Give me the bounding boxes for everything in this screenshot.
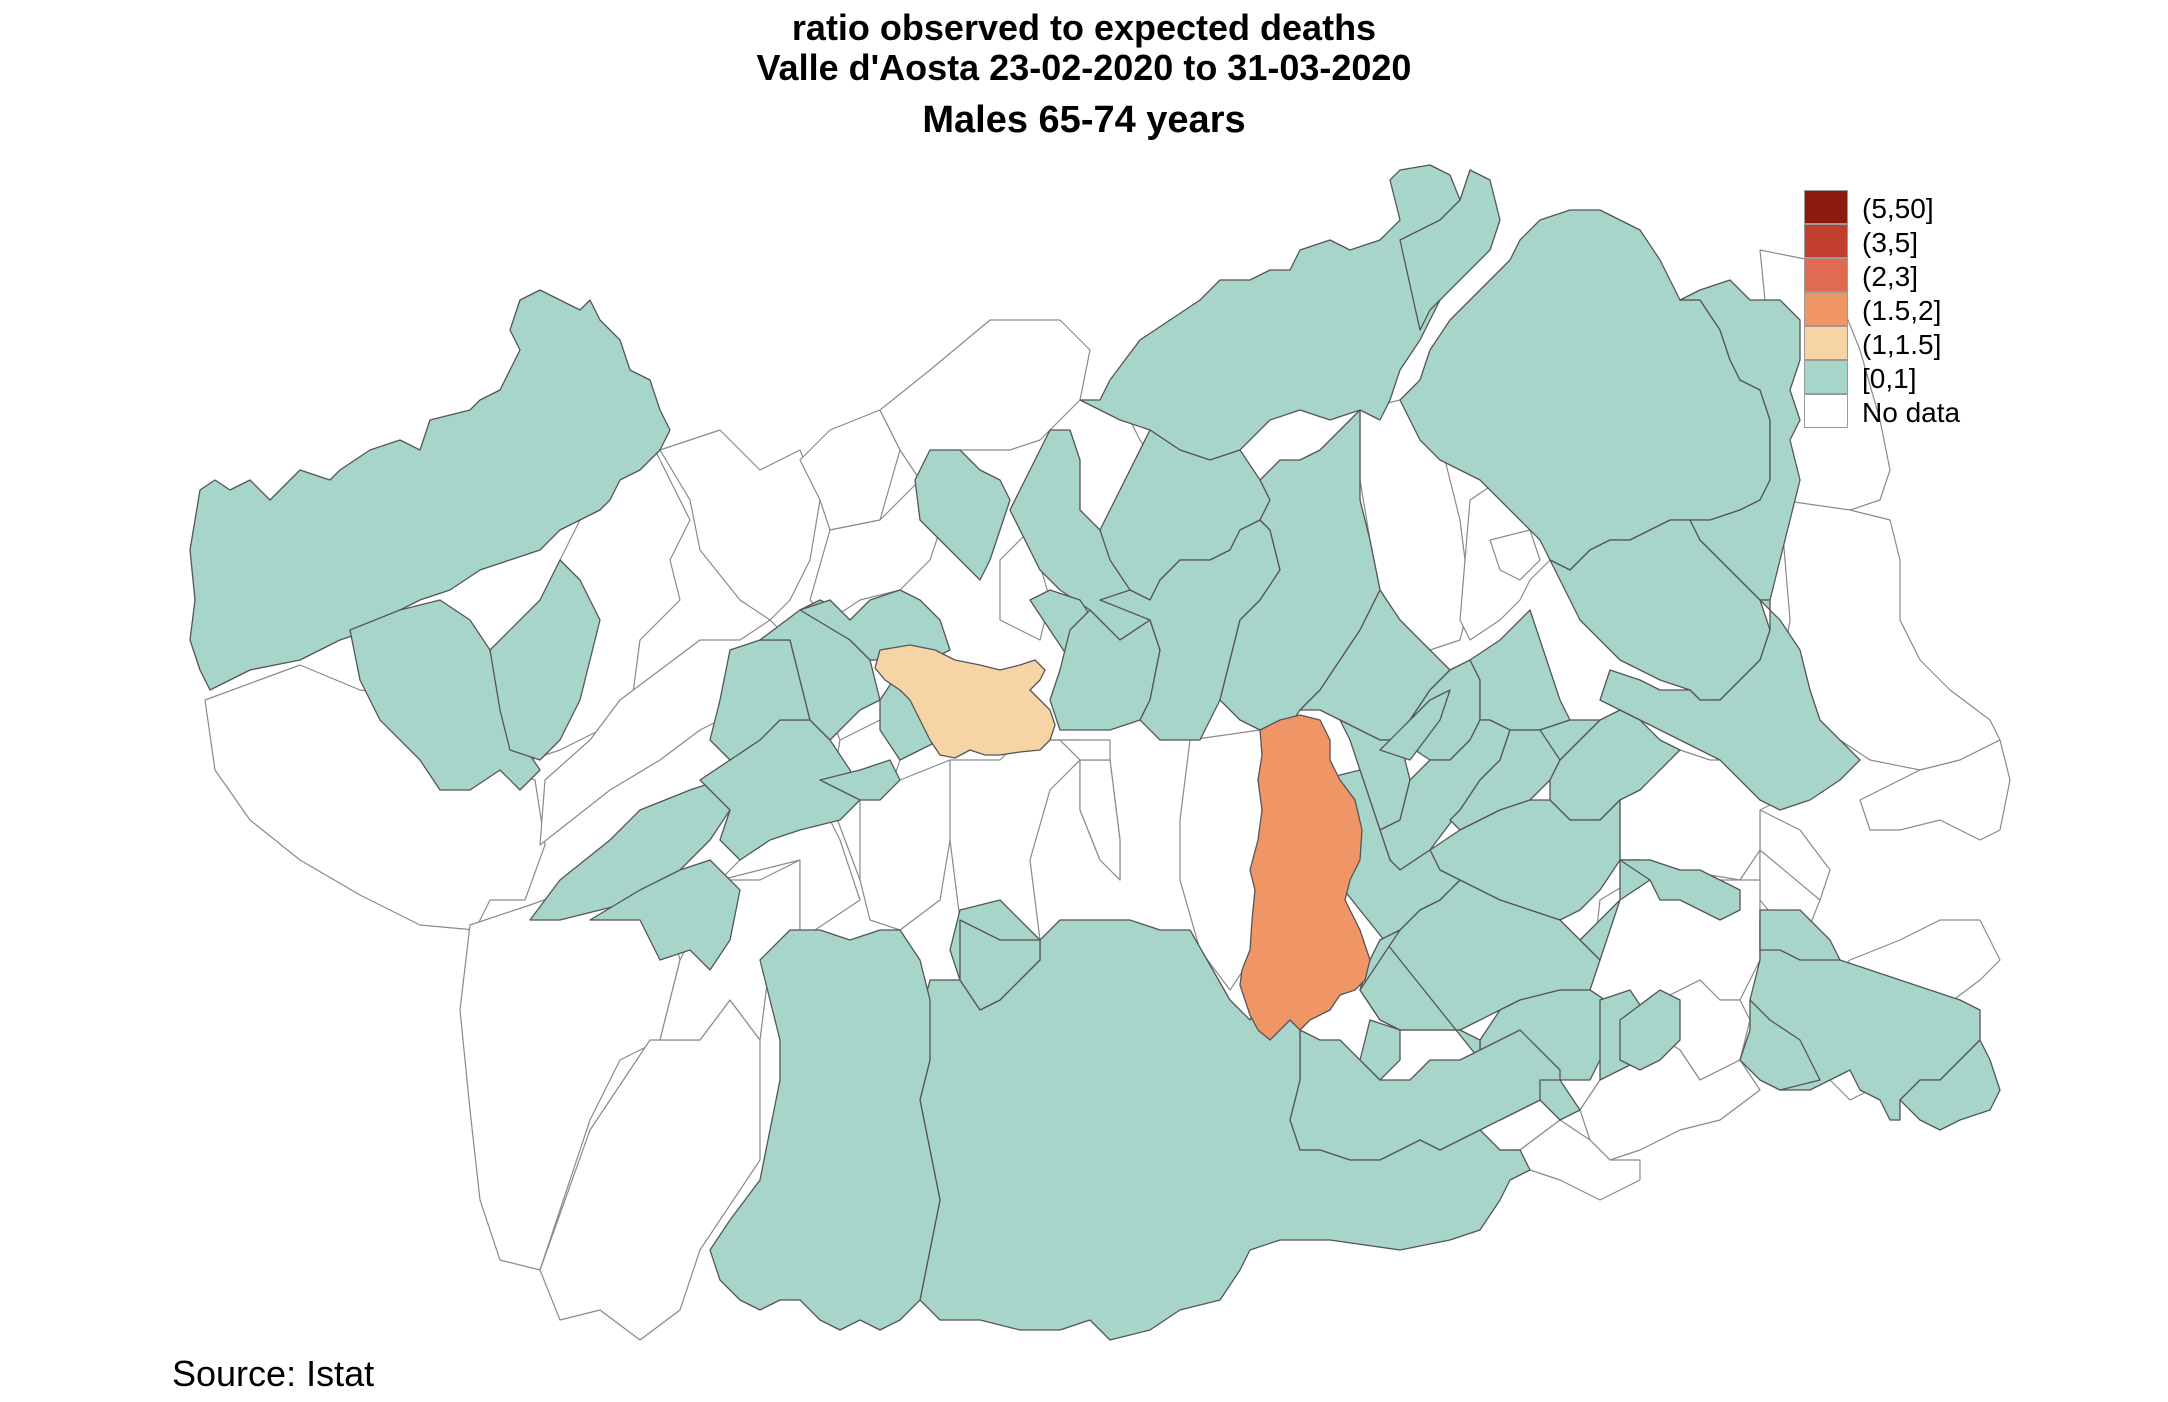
municipality xyxy=(1359,1019,1401,1081)
municipalities-low xyxy=(189,164,2001,1341)
municipality xyxy=(1079,759,1121,881)
municipality xyxy=(1499,1119,1641,1201)
municipality xyxy=(1539,719,1601,761)
legend-item: (2,3] xyxy=(1804,258,2104,292)
municipality xyxy=(589,859,741,971)
municipality xyxy=(1899,1039,2001,1131)
municipality xyxy=(859,759,961,931)
municipality xyxy=(874,644,1056,759)
municipality xyxy=(1619,859,1741,921)
municipality xyxy=(709,929,941,1331)
municipality xyxy=(799,409,901,531)
municipality xyxy=(1679,279,1801,601)
municipality xyxy=(879,319,1091,481)
municipality xyxy=(914,449,1011,581)
title-line-2: Valle d'Aosta 23-02-2020 to 31-03-2020 xyxy=(756,47,1412,88)
legend-label: No data xyxy=(1862,397,1961,428)
legend-item: (1.5,2] xyxy=(1804,292,2104,326)
legend-swatch xyxy=(1804,190,1848,224)
source-note: Source: Istat xyxy=(172,1353,375,1394)
municipality xyxy=(489,559,601,761)
municipality xyxy=(1239,714,1371,1041)
legend-item: No data xyxy=(1804,394,2104,428)
legend-label: (1,1.5] xyxy=(1862,329,1942,360)
municipality xyxy=(1489,529,1541,581)
legend-swatch xyxy=(1804,224,1848,258)
municipality xyxy=(1059,739,1111,761)
legend-item: (1,1.5] xyxy=(1804,326,2104,360)
municipality xyxy=(1619,989,1681,1071)
municipality xyxy=(659,429,821,621)
legend-swatch xyxy=(1804,394,1848,428)
municipality xyxy=(1859,739,2011,841)
municipality xyxy=(349,599,541,791)
legend-swatch xyxy=(1804,326,1848,360)
legend-item: [0,1] xyxy=(1804,360,2104,394)
municipality xyxy=(1759,909,1841,961)
title-line-1: ratio observed to expected deaths xyxy=(791,7,1377,48)
municipalities-high xyxy=(1239,714,1371,1041)
legend-label: (2,3] xyxy=(1862,261,1919,292)
legend-label: (3,5] xyxy=(1862,227,1919,258)
legend-label: (1.5,2] xyxy=(1862,295,1942,326)
municipality xyxy=(819,759,901,801)
legend-swatch xyxy=(1804,360,1848,394)
municipalities-medium xyxy=(874,644,1056,759)
legend-swatch xyxy=(1804,292,1848,326)
municipality xyxy=(1739,999,1821,1091)
legend-label: (5,50] xyxy=(1862,193,1934,224)
municipality xyxy=(1539,1079,1581,1121)
legend-item: (3,5] xyxy=(1804,224,2104,258)
legend-label: [0,1] xyxy=(1862,363,1917,394)
legend-swatch xyxy=(1804,258,1848,292)
municipality xyxy=(959,919,1041,1011)
municipality xyxy=(1599,599,1861,811)
legend-item: (5,50] xyxy=(1804,190,2104,224)
subtitle: Males 65-74 years xyxy=(922,99,1246,141)
municipality xyxy=(1379,689,1451,761)
municipality xyxy=(1399,169,1501,331)
